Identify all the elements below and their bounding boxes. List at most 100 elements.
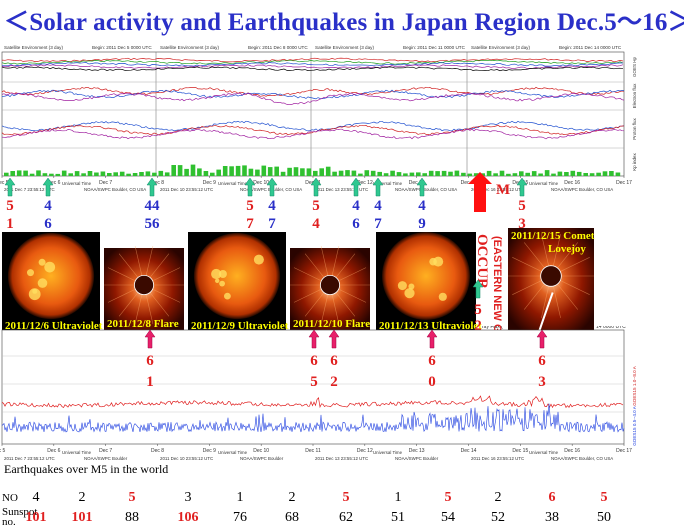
hp-series-line — [1, 57, 624, 63]
kp-bar — [242, 165, 247, 176]
active-region — [37, 278, 48, 288]
x-tick-label: Dec 12 — [357, 180, 373, 186]
pink-arrow — [308, 329, 320, 349]
proton-flux-line — [1, 120, 625, 132]
table-cell: 62 — [339, 510, 353, 525]
kp-bar — [454, 170, 460, 176]
event-magnitude-letter: M — [496, 182, 510, 198]
pink-arrow-number-top: 6 — [428, 353, 436, 369]
green-arrow — [472, 279, 484, 299]
active-region — [219, 280, 226, 287]
panel-footer-text: 2011 Dec 7 23:55:12 UTC — [4, 187, 55, 192]
kp-bar — [145, 171, 151, 176]
kp-bar — [332, 171, 337, 176]
xray-axis-label: Universal Time — [529, 450, 559, 455]
x-tick-label: Dec 16 — [564, 180, 580, 186]
kp-bar — [287, 167, 292, 176]
xray-x-tick-label: Dec 15 — [512, 448, 528, 454]
kp-bar — [512, 173, 518, 176]
image-caption: 2011/12/13 Ultraviolet — [379, 320, 482, 332]
solar-image-1: 2011/12/6 Ultraviolet — [2, 232, 103, 332]
xray-frame — [1, 329, 625, 445]
xray-x-tick-label: Dec 14 — [461, 448, 477, 454]
xray-footer-text: NOAA/SWPC Boulder, CO USA — [551, 456, 613, 461]
kp-bar — [261, 165, 267, 176]
arrow-number-bottom: 9 — [418, 216, 426, 228]
table-cell: 1 — [237, 490, 244, 505]
kp-bar — [10, 171, 15, 176]
active-region — [38, 258, 46, 266]
arrow-number-bottom: 4 — [312, 216, 320, 228]
xray-x-tick-label: Dec 11 — [305, 448, 321, 454]
table-cell: 2 — [79, 490, 86, 505]
kp-bar — [300, 168, 305, 176]
event-green-number: 5 — [474, 302, 482, 318]
kp-bar — [313, 170, 318, 176]
green-arrow — [416, 177, 428, 197]
xray-footer-text: NOAA/SWPC Boulder — [395, 456, 439, 461]
active-region — [408, 283, 415, 290]
proton-flux-line — [1, 128, 625, 140]
x-tick-label: Dec 14 — [461, 180, 477, 186]
table-cell: 5 — [129, 490, 136, 505]
kp-bar — [29, 173, 35, 176]
kp-bar — [274, 166, 279, 176]
kp-bar — [235, 165, 241, 176]
kp-bar — [87, 171, 93, 176]
kp-bar — [280, 171, 286, 176]
kp-bar — [480, 173, 485, 176]
kp-bar — [544, 170, 550, 176]
arrow-number-top: 4 — [268, 198, 276, 214]
arrow-number-top: 5 — [6, 198, 14, 214]
kp-bar — [416, 172, 421, 176]
kp-bar — [531, 171, 537, 176]
kp-bar — [364, 170, 370, 176]
table-cell: 88 — [125, 510, 139, 525]
kp-bar — [403, 173, 408, 176]
active-region — [397, 281, 407, 291]
kp-bar — [428, 170, 434, 176]
kp-bar — [74, 171, 80, 176]
kp-bar — [525, 172, 530, 176]
kp-bar — [94, 172, 99, 176]
arrow-number-bottom: 6 — [352, 216, 360, 228]
green-arrow — [310, 177, 322, 197]
axis-label: Universal Time — [62, 181, 92, 186]
table-cell: 51 — [391, 510, 405, 525]
kp-bar — [441, 170, 447, 176]
solar-image-3: 2011/12/9 Ultraviolet — [188, 232, 289, 332]
kp-bar — [422, 173, 427, 176]
hp-series-line — [1, 66, 624, 72]
kp-bar — [119, 171, 125, 176]
active-region — [27, 269, 34, 277]
xray-x-tick-label: Dec 16 — [564, 448, 580, 454]
kp-bar — [203, 171, 209, 176]
solar-image-2: 2011/12/8 Flare — [104, 245, 184, 330]
xray-footer-text: 2011 Dec 10 23:55:12 UTC — [160, 456, 213, 461]
kp-bar — [177, 165, 183, 176]
x-tick-label: Dec 10 — [253, 180, 269, 186]
panel-footer-text: NOAA/SWPC Boulder, CO USA — [395, 187, 457, 192]
xray-right-label-blue: GOES15 0.5--4.0 A — [632, 405, 637, 446]
xray-axis-label: Universal Time — [62, 450, 92, 455]
xray-x-tick-label: Dec 10 — [253, 448, 269, 454]
pink-arrow — [426, 329, 438, 349]
table-row-label-2: no. — [2, 516, 16, 528]
arrow-number-bottom: 6 — [44, 216, 52, 228]
kp-bar — [190, 164, 196, 176]
x-tick-label: Dec 8 — [151, 180, 164, 186]
kp-bar — [68, 173, 73, 176]
xray-header: 14 0000 UTC — [596, 326, 626, 330]
pink-arrow-number-bottom: 0 — [428, 374, 436, 390]
occulting-disk — [540, 265, 562, 287]
green-arrow — [266, 177, 278, 197]
kp-bar — [390, 170, 395, 176]
arrow-number-top: 44 — [145, 198, 161, 214]
sun-disk — [382, 232, 470, 320]
image-caption: 2011/12/15 Comet — [511, 230, 595, 242]
pink-arrow-number-top: 6 — [330, 353, 338, 369]
axis-label: Universal Time — [218, 181, 248, 186]
active-region — [433, 256, 444, 267]
table-cell: 3 — [185, 490, 192, 505]
